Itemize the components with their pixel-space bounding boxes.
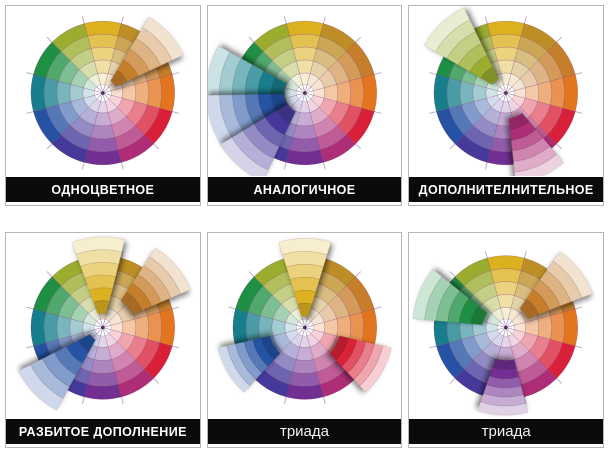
scheme-label-monochromatic: ОДНОЦВЕТНОЕ: [6, 177, 200, 202]
scheme-label-triad-secondary: триада: [409, 419, 603, 444]
scheme-label-complementary: ДОПОЛНИТЕЛНИТЕЛЬНОЕ: [409, 177, 603, 202]
color-wheel-split-complementary: [18, 236, 191, 411]
scheme-label-analogous: АНАЛОГИЧНОЕ: [207, 177, 402, 202]
panel-monochromatic: ОДНОЦВЕТНОЕ: [5, 5, 201, 206]
scheme-label-triad-primary: триада: [207, 419, 402, 444]
color-wheel-monochromatic: [26, 16, 184, 170]
panel-analogous: АНАЛОГИЧНОЕ: [206, 5, 403, 206]
scheme-label-split-complementary: РАЗБИТОЕ ДОПОЛНЕНИЕ: [6, 419, 200, 444]
panel-triad-secondary: триада: [408, 232, 604, 448]
color-wheel-triad-secondary: [412, 251, 594, 416]
color-wheel-triad-primary: [217, 238, 392, 404]
panel-complementary: ДОПОЛНИТЕЛНИТЕЛЬНОЕ: [408, 5, 604, 206]
color-wheel-analogous: [207, 16, 381, 176]
panel-triad-primary: триада: [206, 232, 403, 448]
color-wheel-complementary: [423, 7, 583, 176]
panel-split-complementary: РАЗБИТОЕ ДОПОЛНЕНИЕ: [5, 232, 201, 448]
